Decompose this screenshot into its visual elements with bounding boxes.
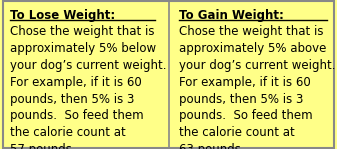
Text: To Gain Weight:: To Gain Weight: [179, 9, 283, 22]
Text: To Lose Weight:: To Lose Weight: [10, 9, 115, 22]
Text: Chose the weight that is
approximately 5% below
your dog’s current weight.
For e: Chose the weight that is approximately 5… [10, 25, 166, 149]
Text: Chose the weight that is
approximately 5% above
your dog’s current weight.
For e: Chose the weight that is approximately 5… [179, 25, 335, 149]
